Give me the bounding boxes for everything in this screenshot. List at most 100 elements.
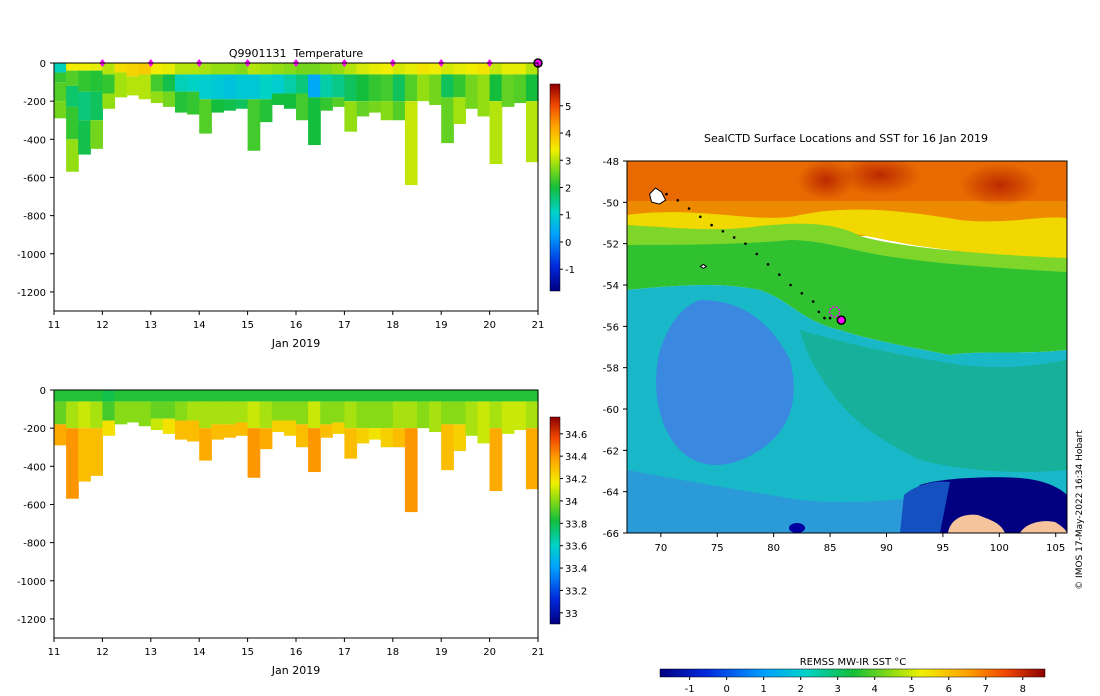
colorbar-tick-label: 34.2 <box>565 475 587 486</box>
y-tick-label: 0 <box>40 59 46 70</box>
data-cell <box>66 70 79 86</box>
data-cell <box>332 390 345 402</box>
sst-light-green <box>627 223 1067 272</box>
data-cell <box>525 74 539 102</box>
data-cell <box>150 91 164 104</box>
heard-island <box>699 263 708 270</box>
data-cell <box>78 91 91 121</box>
data-cell <box>344 428 358 459</box>
map-y-tick-label: -50 <box>603 198 619 209</box>
current-position-marker <box>836 315 847 325</box>
track-point <box>732 236 736 239</box>
data-cell <box>199 428 212 461</box>
x-tick-label: 17 <box>338 647 351 658</box>
data-cell <box>356 390 370 402</box>
data-cell <box>126 63 140 77</box>
data-cell <box>211 401 224 425</box>
data-cell <box>344 63 358 75</box>
data-cell <box>199 63 212 75</box>
data-cell <box>114 63 128 73</box>
data-cell <box>392 428 406 448</box>
data-cell <box>150 418 164 431</box>
data-cell <box>344 390 358 402</box>
data-cell <box>441 401 454 425</box>
data-cell <box>102 420 116 436</box>
track-point <box>766 263 770 266</box>
data-cell <box>332 422 345 434</box>
data-cell <box>54 63 67 73</box>
y-tick-label: 0 <box>40 386 46 397</box>
x-tick-label: 13 <box>144 647 157 658</box>
data-cell <box>259 390 273 402</box>
sst-colorbar-tick-label: 3 <box>835 684 841 695</box>
data-cell <box>489 74 503 102</box>
data-cell <box>271 390 285 402</box>
data-cell <box>138 74 152 100</box>
data-cell <box>102 63 116 75</box>
data-cell <box>320 390 333 402</box>
sst-colorbar-tick-label: 4 <box>872 684 878 695</box>
x-tick-label: 18 <box>386 647 399 658</box>
track-point <box>823 316 826 320</box>
data-cell <box>368 401 382 429</box>
y-tick-label: -600 <box>23 173 46 184</box>
data-cell <box>54 401 67 425</box>
data-cell <box>308 74 321 98</box>
map-x-tick-label: 100 <box>990 543 1009 554</box>
data-cell <box>102 401 116 421</box>
temperature-cells <box>54 63 539 186</box>
colorbar-tick-label: 34 <box>565 497 578 508</box>
colorbar-tick-label: 5 <box>565 102 571 113</box>
data-cell <box>404 74 418 102</box>
x-tick-label: 21 <box>532 647 545 658</box>
data-cell <box>271 420 285 432</box>
sst-field <box>627 161 1067 533</box>
data-cell <box>489 428 503 492</box>
data-cell <box>368 428 382 440</box>
data-cell <box>404 401 418 429</box>
data-cell <box>78 390 91 402</box>
sst-hotspot-2 <box>840 161 920 195</box>
y-tick-label: -800 <box>23 212 46 223</box>
track-point <box>687 207 691 210</box>
track-point <box>676 198 680 202</box>
data-cell <box>320 424 333 438</box>
map-x-tick-label: 105 <box>1046 543 1065 554</box>
y-tick-label: -1200 <box>17 615 46 626</box>
data-cell <box>223 74 237 100</box>
salinity-colorbar: 33 33.2 33.4 33.6 33.8 34 34.2 34.4 34.6 <box>549 416 587 625</box>
data-cell <box>429 63 442 75</box>
data-cell <box>150 390 164 402</box>
temperature-panel: Q9901131 Temperature 0 -200 -400 -600 -800 -1… <box>17 47 575 350</box>
salinity-x-label: Jan 2019 <box>271 664 320 677</box>
data-cell <box>90 390 103 402</box>
sea-ice-edge <box>900 481 950 533</box>
sst-map-panel: SealCTD Surface Locations and SST for 16… <box>603 132 1085 695</box>
data-cell <box>283 93 297 109</box>
data-cell <box>441 424 454 471</box>
y-tick-label: -200 <box>23 424 46 435</box>
data-cell <box>187 91 200 115</box>
data-cell <box>489 101 503 165</box>
map-x-tick-label: 70 <box>654 543 667 554</box>
data-cell <box>501 74 515 107</box>
salinity-colorbar-ticks: 33 33.2 33.4 33.6 33.8 34 34.2 34.4 34.6 <box>560 430 587 620</box>
credit-text: © IMOS 17-May-2022 16:34 Hobart <box>1075 430 1085 590</box>
data-cell <box>404 101 418 186</box>
data-cell <box>344 401 358 429</box>
map-x-tick-label: 90 <box>880 543 893 554</box>
data-cell <box>380 401 394 429</box>
data-cell <box>368 63 382 75</box>
track-point <box>778 273 781 276</box>
data-cell <box>138 401 152 427</box>
data-cell <box>283 420 297 436</box>
data-cell <box>90 120 103 149</box>
data-cell <box>380 63 394 75</box>
sst-hotspot-1 <box>798 161 854 200</box>
sst-cold-patch <box>789 523 805 533</box>
track-point <box>665 192 668 196</box>
data-cell <box>453 401 466 425</box>
data-cell <box>175 401 188 421</box>
temperature-title: Q9901131 Temperature <box>229 47 364 60</box>
data-cell <box>525 401 539 429</box>
